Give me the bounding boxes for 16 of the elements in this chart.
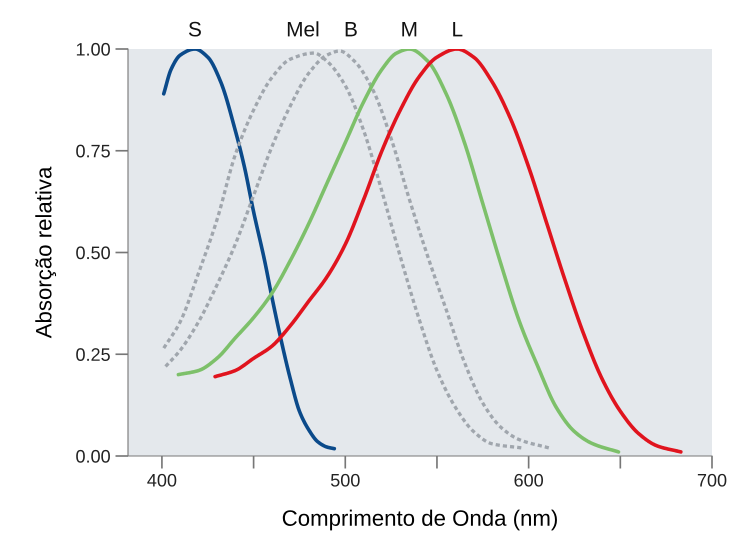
y-axis-title: Absorção relativa [35, 166, 56, 338]
series-label: S [188, 22, 201, 37]
y-tick-label: 0.75 [76, 144, 110, 158]
series-label: B [346, 22, 357, 36]
series-label: Mel [288, 21, 318, 37]
y-tick-label: 0.25 [76, 348, 110, 361]
y-tick-label: 1.00 [76, 42, 110, 56]
y-tick-label: 0.50 [76, 246, 110, 260]
x-axis-title: Comprimento de Onda (nm) [282, 510, 557, 530]
series-label: L [453, 22, 462, 36]
y-tick-label: 0.00 [76, 450, 110, 463]
series-label: M [402, 22, 416, 36]
x-tick-label: 700 [698, 474, 726, 487]
x-tick-label: 600 [514, 474, 543, 487]
x-tick-label: 400 [147, 474, 176, 487]
x-tick-label: 500 [330, 474, 360, 487]
